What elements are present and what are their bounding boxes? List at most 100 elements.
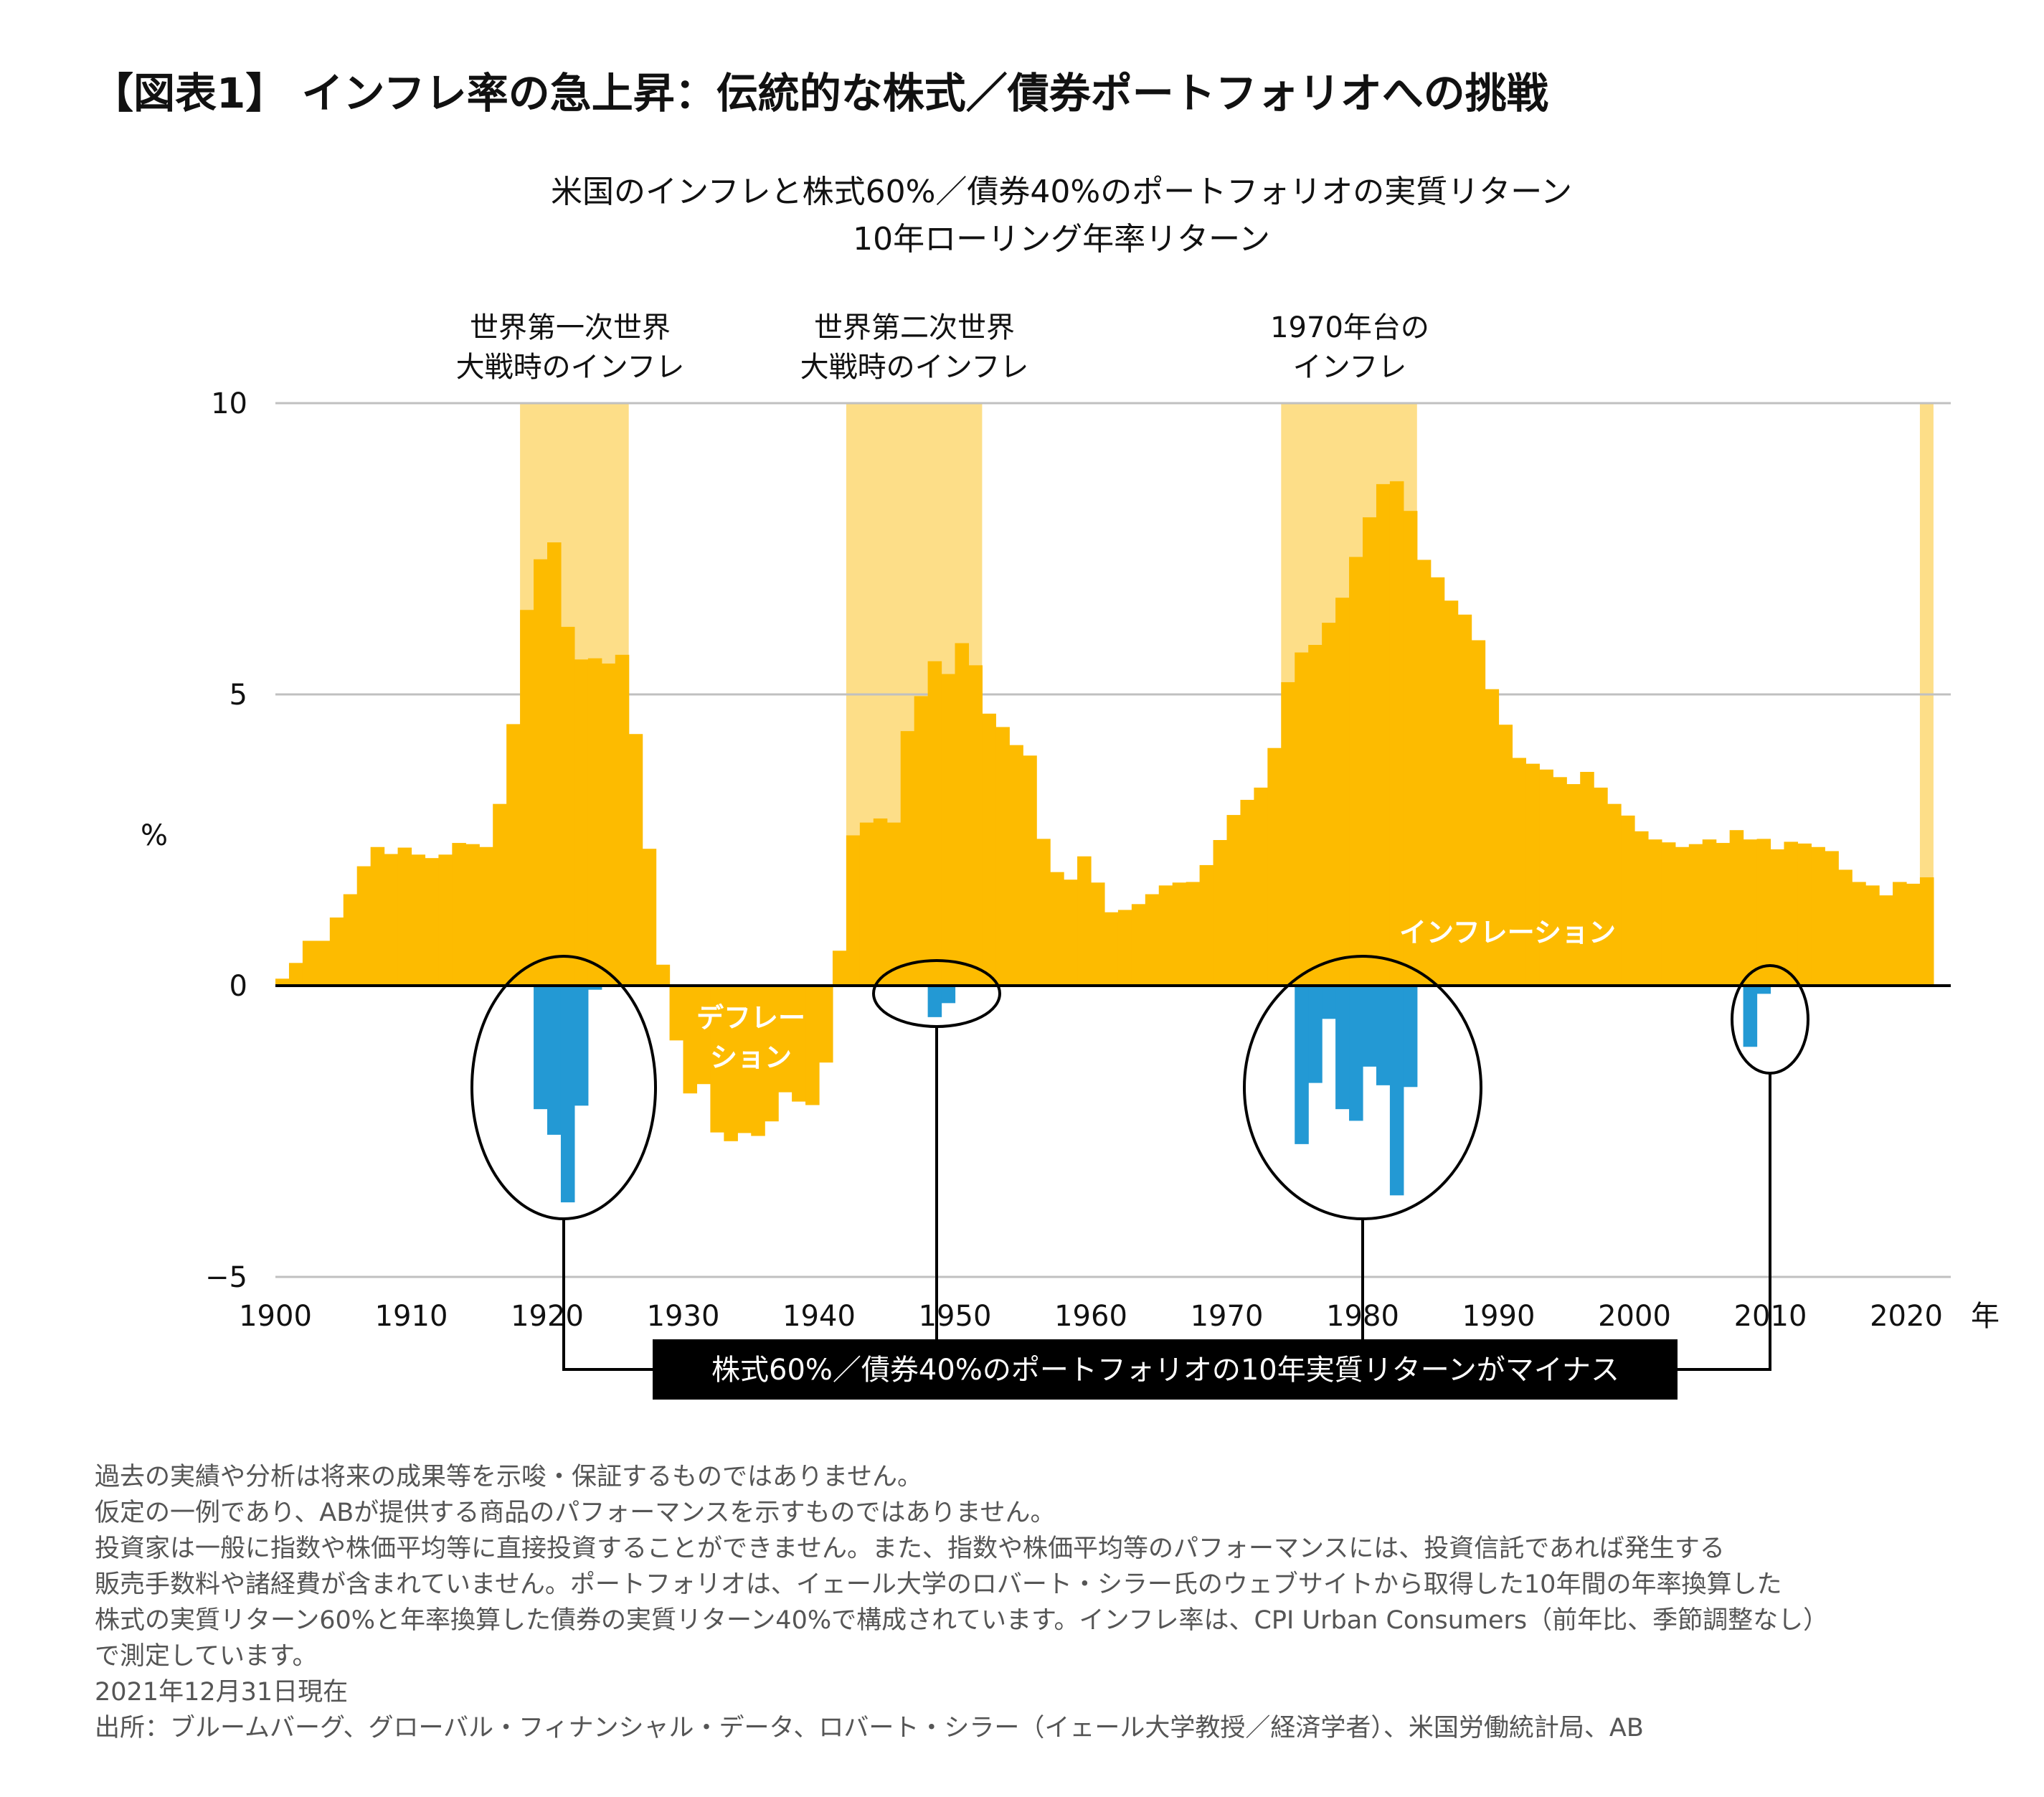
inflation-bar-1997 (1594, 787, 1608, 986)
x-tick-label: 1990 (1462, 1300, 1536, 1333)
inflation-bar-2004 (1688, 844, 1703, 986)
inflation-bar-1921 (560, 626, 575, 986)
inflation-bar-1991 (1512, 758, 1526, 986)
inflation-bar-1923 (587, 658, 602, 986)
negative-return-bar-1949 (941, 986, 956, 1004)
inflation-bar-1910 (411, 854, 426, 986)
inflation-bar-1986 (1444, 600, 1459, 986)
inflation-bar-2012 (1797, 843, 1812, 986)
inflation-bar-1925 (615, 654, 630, 986)
inflation-bar-1959 (1077, 856, 1092, 986)
y-axis-label: % (141, 819, 168, 852)
inflation-bar-2000 (1634, 831, 1649, 986)
inflation-bar-1941 (832, 951, 847, 986)
annotation-ww2-line1: 世界第二次世界 (814, 311, 1015, 344)
inflation-bar-2013 (1811, 846, 1825, 986)
inflation-bar-1902 (302, 940, 317, 986)
inflation-bar-1908 (384, 854, 399, 986)
inflation-bar-1983 (1403, 511, 1418, 986)
page-title: 【図表1】 インフレ率の急上昇：伝統的な株式／債券ポートフォリオへの挑戦 (92, 69, 1548, 118)
negative-return-bar-1975 (1295, 986, 1309, 1144)
inflation-bar-1952 (982, 713, 996, 986)
inflation-bar-1975 (1295, 652, 1309, 986)
x-tick-labels: 1900 1910 1920 1930 1940 1950 1960 1970 1980 1990… (239, 1300, 1943, 1333)
inflation-bar-1981 (1376, 484, 1391, 986)
x-tick-label: 1950 (919, 1300, 992, 1333)
inflation-bar-1920 (547, 542, 562, 986)
inflation-bar-1927 (642, 849, 657, 986)
negative-return-bar-1978 (1335, 986, 1350, 1110)
inflation-bar-1982 (1389, 481, 1404, 986)
inflation-bar-1914 (465, 844, 480, 986)
inflation-bar-1919 (534, 559, 548, 986)
inflation-bar-1996 (1580, 771, 1594, 986)
inflation-bars (275, 481, 1934, 1141)
inflation-bar-1958 (1064, 879, 1078, 986)
negative-return-bars (534, 986, 1771, 1203)
inflation-bar-1918 (520, 610, 534, 986)
x-tick-label: 1940 (782, 1300, 856, 1333)
inflation-bar-1929 (669, 986, 684, 1041)
inflation-bar-1926 (628, 734, 643, 986)
inflation-bar-1944 (873, 818, 888, 986)
inflation-bar-1989 (1485, 689, 1500, 986)
inflation-bar-1971 (1240, 799, 1254, 986)
annotation-1970s-line1: 1970年台の (1270, 311, 1429, 344)
inflation-bar-2014 (1825, 851, 1839, 986)
callout-connector-1920s (562, 1219, 653, 1371)
footnote-line: 過去の実績や分析は将来の成果等を示唆・保証するものではありません。 (95, 1463, 922, 1491)
footnote-line: 株式の実質リターン60%と年率換算した債券の実質リターン40%で構成されています… (95, 1606, 1828, 1635)
chart-subtitle: 10年ローリング年率リターン (853, 221, 1270, 258)
chart-title: 米国のインフレと株式60%／債券40%のポートフォリオの実質リターン (551, 174, 1572, 210)
inflation-bar-1924 (601, 663, 616, 986)
x-tick-label: 1910 (375, 1300, 448, 1333)
inflation-bar-1946 (900, 731, 915, 986)
inflation-bar-1938 (792, 986, 806, 1102)
callout-connector-2000s (1678, 1073, 1771, 1371)
inflation-bar-1979 (1349, 557, 1363, 986)
inflation-bar-2009 (1756, 839, 1771, 986)
inflation-bar-2021 (1919, 877, 1934, 986)
inflation-bar-1964 (1145, 894, 1160, 986)
callout-box (653, 1339, 1678, 1400)
inflation-bar-1931 (696, 986, 711, 1085)
inflation-bar-1913 (452, 843, 466, 986)
inflation-bar-1995 (1566, 784, 1581, 986)
inflation-bar-2015 (1838, 869, 1853, 986)
annotation-ww2-line2: 大戦時のインフレ (800, 351, 1029, 384)
inflation-bar-1957 (1050, 872, 1064, 986)
inflation-bar-2006 (1716, 843, 1731, 986)
inflation-bar-1987 (1457, 614, 1472, 986)
inflation-bar-1936 (765, 986, 779, 1122)
inflation-bar-2001 (1647, 839, 1662, 986)
inflation-bar-1928 (656, 964, 671, 986)
footnote-line: で測定しています。 (95, 1642, 317, 1671)
inflation-bar-1912 (438, 854, 453, 986)
inflation-bar-1939 (805, 986, 820, 1105)
footnotes: 過去の実績や分析は将来の成果等を示唆・保証するものではありません。 仮定の一例で… (95, 1463, 1828, 1742)
inflation-bar-1972 (1254, 787, 1268, 986)
inflation-bar-1937 (778, 986, 792, 1093)
deflation-label-line1: デフレー (696, 1002, 805, 1034)
inflation-bar-1903 (316, 940, 331, 986)
inflation-bar-1948 (927, 661, 942, 986)
x-tick-label: 1900 (239, 1300, 312, 1333)
inflation-bar-2007 (1729, 830, 1744, 986)
inflation-bar-1932 (710, 986, 724, 1133)
inflation-bar-1905 (343, 894, 358, 986)
inflation-bar-1954 (1009, 745, 1023, 986)
inflation-bar-2020 (1906, 883, 1921, 986)
inflation-bar-1934 (737, 986, 752, 1133)
footnote-line: 販売手数料や諸経費が含まれていません。ポートフォリオは、イェール大学のロバート・… (95, 1570, 1782, 1599)
y-tick-labels: 10 5 0 −5 (205, 387, 247, 1294)
inflation-bar-1973 (1267, 747, 1282, 986)
negative-return-bar-2009 (1756, 986, 1771, 994)
inflation-bar-1985 (1430, 577, 1445, 986)
negative-return-bar-1921 (560, 986, 575, 1203)
inflation-bar-1949 (941, 674, 956, 986)
annotation-ww1-line1: 世界第一次世界 (470, 311, 671, 344)
inflation-bar-1974 (1281, 681, 1295, 986)
inflation-bar-2011 (1784, 841, 1798, 986)
x-tick-label: 1930 (647, 1300, 720, 1333)
